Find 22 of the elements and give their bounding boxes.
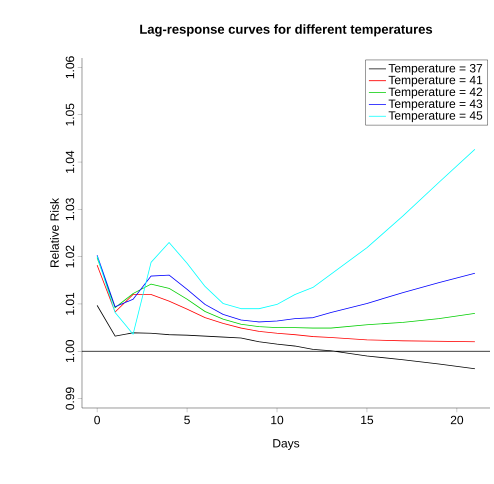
y-tick-label: 1.01 bbox=[66, 292, 74, 315]
x-tick-label: 20 bbox=[450, 416, 464, 424]
legend-label: Temperature = 41 bbox=[388, 76, 482, 87]
line-series bbox=[96, 148, 476, 335]
x-axis-title: Days bbox=[273, 439, 300, 450]
y-tick-label: 1.06 bbox=[66, 56, 74, 78]
x-tick-label: 5 bbox=[184, 416, 190, 424]
x-tick-label: 15 bbox=[361, 416, 374, 424]
legend-label: Temperature = 45 bbox=[388, 111, 482, 122]
y-tick-label: 1.00 bbox=[66, 340, 74, 362]
y-tick-label: 1.04 bbox=[66, 150, 74, 173]
y-tick-label: 1.02 bbox=[66, 246, 74, 268]
legend-label: Temperature = 42 bbox=[388, 88, 482, 98]
y-axis-title: Relative Risk bbox=[50, 198, 59, 268]
chart-title: Lag-response curves for different temperatures bbox=[140, 24, 432, 36]
legend-label: Temperature = 37 bbox=[388, 64, 482, 75]
x-tick-label: 0 bbox=[94, 416, 100, 424]
y-tick-label: 0.99 bbox=[66, 387, 74, 410]
legend-label: Temperature = 43 bbox=[388, 99, 482, 110]
y-tick-label: 1.03 bbox=[66, 198, 74, 220]
x-tick-label: 10 bbox=[271, 416, 284, 424]
y-tick-label: 1.05 bbox=[66, 104, 74, 126]
